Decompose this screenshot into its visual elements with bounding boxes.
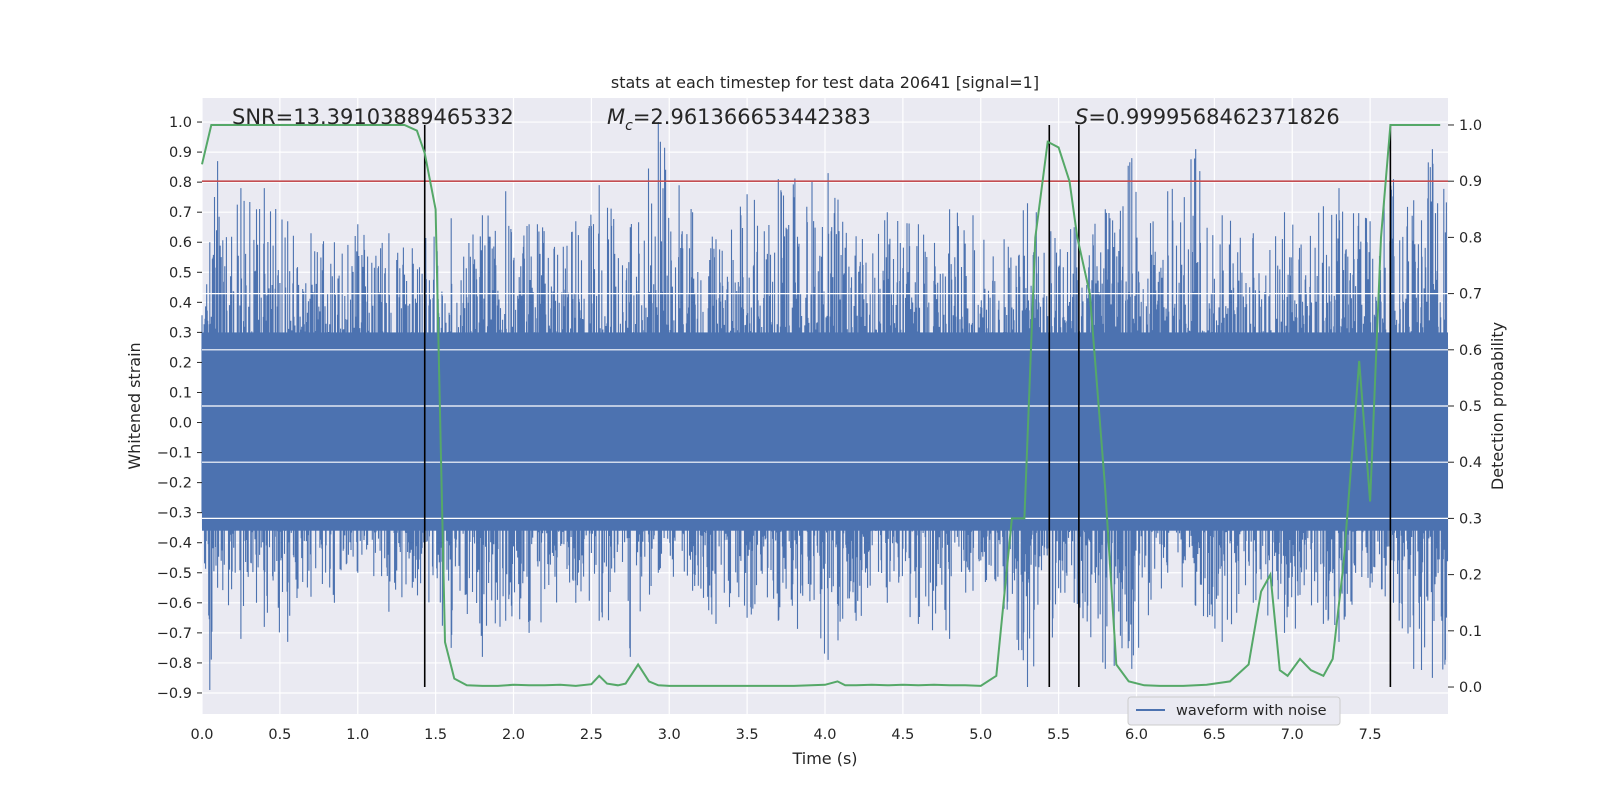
y2-tick-label: 0.9 bbox=[1459, 174, 1482, 190]
y2-tick-label: 0.4 bbox=[1459, 455, 1482, 471]
x-tick-label: 6.0 bbox=[1125, 727, 1148, 743]
y-tick-label: 0.2 bbox=[169, 355, 192, 371]
x-axis-ticks: 0.0 0.5 1.0 1.5 2.0 2.5 3.0 3.5 4.0 4.5 5.0 5.5 6.0 6… bbox=[190, 727, 1381, 743]
y-tick-label: 1.0 bbox=[169, 115, 192, 131]
y-tick-label: 0.4 bbox=[169, 295, 192, 311]
x-tick-label: 4.5 bbox=[891, 727, 914, 743]
x-tick-label: 1.5 bbox=[424, 727, 447, 743]
y2-tick-label: 0.7 bbox=[1459, 287, 1482, 303]
y-tick-label: −0.1 bbox=[157, 446, 192, 462]
x-tick-label: 4.0 bbox=[813, 727, 836, 743]
boundary-lines bbox=[423, 124, 1392, 688]
waveform-core bbox=[202, 332, 1448, 531]
mc-symbol: M bbox=[607, 105, 625, 129]
chart-title: stats at each timestep for test data 206… bbox=[611, 73, 1039, 92]
y-axis-label: Whitened strain bbox=[125, 342, 144, 469]
x-tick-label: 1.0 bbox=[346, 727, 369, 743]
detection-probability-line bbox=[201, 124, 1441, 687]
x-tick-label: 7.0 bbox=[1281, 727, 1304, 743]
waveform-series bbox=[201, 122, 1449, 690]
y2-axis-label: Detection probability bbox=[1488, 322, 1507, 490]
y-tick-label: −0.4 bbox=[157, 536, 192, 552]
x-tick-label: 7.5 bbox=[1359, 727, 1382, 743]
y-tick-label: −0.7 bbox=[157, 626, 192, 642]
y2-axis-ticks: 1.0 0.9 0.8 0.7 0.6 0.5 0.4 0.3 0.2 0.1 0.0 bbox=[1448, 118, 1482, 696]
y-tick-label: −0.2 bbox=[157, 476, 192, 492]
y-tick-label: 0.5 bbox=[169, 265, 192, 281]
legend-label: waveform with noise bbox=[1176, 703, 1327, 719]
y-tick-label: 0.7 bbox=[169, 205, 192, 221]
mc-annotation: Mc=2.961366653442383 bbox=[607, 105, 871, 134]
y-tick-label: 0.3 bbox=[169, 325, 192, 341]
y-tick-label: −0.9 bbox=[157, 686, 192, 702]
y2-tick-label: 0.0 bbox=[1459, 680, 1482, 696]
legend-box bbox=[1127, 696, 1341, 726]
y-tick-label: −0.3 bbox=[157, 506, 192, 522]
x-tick-label: 0.0 bbox=[190, 727, 213, 743]
y-tick-label: 0.1 bbox=[169, 385, 192, 401]
x-tick-label: 0.5 bbox=[268, 727, 291, 743]
y2-tick-label: 0.5 bbox=[1459, 399, 1482, 415]
mc-value: =2.961366653442383 bbox=[633, 105, 871, 129]
x-tick-label: 6.5 bbox=[1203, 727, 1226, 743]
y-tick-label: 0.6 bbox=[169, 235, 192, 251]
x-tick-label: 2.5 bbox=[580, 727, 603, 743]
mc-subscript: c bbox=[625, 118, 633, 134]
y2-tick-label: 0.1 bbox=[1459, 624, 1482, 640]
x-axis-label: Time (s) bbox=[791, 749, 857, 768]
x-tick-label: 3.5 bbox=[736, 727, 759, 743]
x-tick-label: 3.0 bbox=[658, 727, 681, 743]
s-symbol: S bbox=[1075, 105, 1088, 129]
y2-tick-label: 0.6 bbox=[1459, 343, 1482, 359]
y-tick-label: −0.6 bbox=[157, 596, 192, 612]
y2-tick-label: 0.2 bbox=[1459, 568, 1482, 584]
overlay-grid bbox=[202, 292, 1448, 520]
y2-tick-label: 0.8 bbox=[1459, 230, 1482, 246]
legend: waveform with noise bbox=[1127, 696, 1341, 726]
s-annotation: S=0.9999568462371826 bbox=[1075, 105, 1340, 129]
x-tick-label: 5.5 bbox=[1047, 727, 1070, 743]
s-value: =0.9999568462371826 bbox=[1088, 105, 1339, 129]
snr-annotation: SNR=13.39103889465332 bbox=[232, 105, 514, 129]
y2-tick-label: 1.0 bbox=[1459, 118, 1482, 134]
x-tick-label: 2.0 bbox=[502, 727, 525, 743]
y-tick-label: 0.9 bbox=[169, 145, 192, 161]
y-tick-label: 0.0 bbox=[169, 416, 192, 432]
y-tick-label: −0.8 bbox=[157, 656, 192, 672]
x-tick-label: 5.0 bbox=[969, 727, 992, 743]
y-tick-label: 0.8 bbox=[169, 175, 192, 191]
y-axis-ticks: 1.0 0.9 0.8 0.7 0.6 0.5 0.4 0.3 0.2 0.1 0.0 −0.1 −0.… bbox=[157, 115, 202, 702]
y-tick-label: −0.5 bbox=[157, 566, 192, 582]
y2-tick-label: 0.3 bbox=[1459, 511, 1482, 527]
